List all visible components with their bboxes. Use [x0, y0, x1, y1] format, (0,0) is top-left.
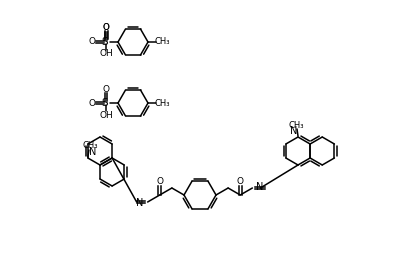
Text: CH₃: CH₃ — [154, 38, 170, 47]
Text: N: N — [89, 147, 96, 157]
Text: O: O — [103, 23, 109, 33]
Text: O: O — [88, 99, 96, 108]
Text: S: S — [101, 98, 108, 108]
Text: N: N — [256, 182, 264, 192]
Text: CH₃: CH₃ — [154, 99, 170, 108]
Text: O: O — [88, 38, 96, 47]
Text: O: O — [156, 178, 163, 186]
Text: N: N — [290, 126, 297, 136]
Text: CH₃: CH₃ — [82, 141, 98, 150]
Text: CH₃: CH₃ — [288, 120, 304, 129]
Text: S: S — [101, 37, 108, 47]
Text: O: O — [237, 178, 244, 186]
Text: O: O — [103, 23, 109, 32]
Text: OH: OH — [99, 49, 113, 58]
Text: OH: OH — [99, 110, 113, 119]
Text: N: N — [136, 198, 144, 208]
Text: O: O — [103, 84, 109, 94]
